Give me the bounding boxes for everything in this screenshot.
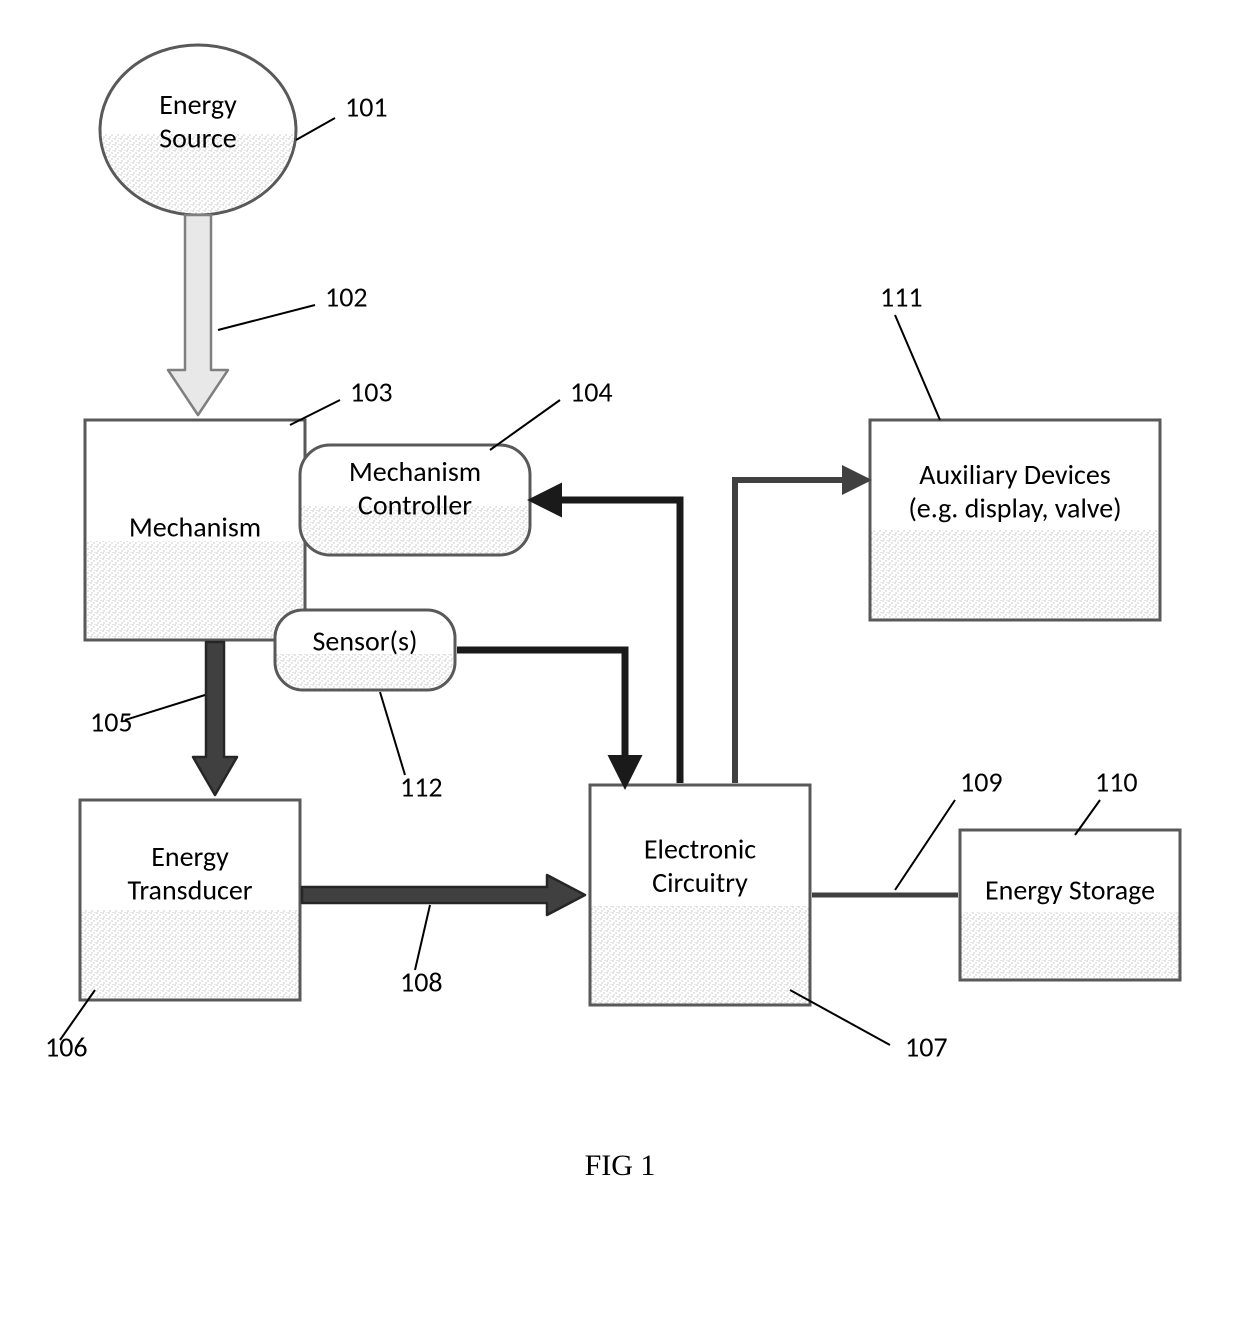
svg-text:110: 110 — [1095, 765, 1138, 800]
node-text: Mechanism — [349, 454, 481, 489]
node-text: Transducer — [127, 872, 252, 907]
ref-label-110: 110 — [1075, 765, 1138, 835]
svg-text:103: 103 — [350, 375, 393, 410]
svg-text:107: 107 — [905, 1030, 948, 1065]
node-mechanismController: MechanismController — [300, 445, 530, 555]
node-text: Electronic — [644, 831, 756, 866]
svg-text:112: 112 — [400, 770, 443, 805]
arrow — [168, 215, 228, 415]
node-text: Controller — [358, 488, 472, 523]
connector — [534, 500, 680, 783]
svg-text:105: 105 — [90, 705, 133, 740]
figure-label: FIG 1 — [585, 1149, 656, 1182]
ref-label-107: 107 — [790, 990, 948, 1065]
svg-text:102: 102 — [325, 280, 368, 315]
ref-label-104: 104 — [490, 375, 613, 450]
svg-text:101: 101 — [345, 90, 388, 125]
node-energyStorage: Energy Storage — [960, 830, 1180, 980]
ref-label-102: 102 — [218, 280, 368, 330]
svg-text:106: 106 — [45, 1030, 88, 1065]
node-text: Source — [159, 120, 236, 155]
svg-text:108: 108 — [400, 965, 443, 1000]
ref-label-112: 112 — [380, 692, 443, 805]
node-auxiliaryDevices: Auxiliary Devices(e.g. display, valve) — [870, 420, 1160, 620]
ref-label-108: 108 — [400, 905, 443, 1000]
node-text: Auxiliary Devices — [919, 457, 1110, 492]
ref-label-111: 111 — [880, 280, 940, 420]
node-text: Mechanism — [129, 510, 261, 545]
node-sensors: Sensor(s) — [275, 610, 455, 690]
svg-text:104: 104 — [570, 375, 613, 410]
node-text: Energy — [151, 839, 229, 874]
connector — [735, 480, 866, 783]
node-text: Sensor(s) — [313, 623, 418, 658]
node-text: Circuitry — [652, 865, 748, 900]
node-text: (e.g. display, valve) — [908, 490, 1121, 525]
node-text: Energy Storage — [985, 873, 1155, 908]
node-text: Energy — [159, 87, 237, 122]
svg-text:109: 109 — [960, 765, 1003, 800]
arrow — [193, 642, 237, 795]
node-mechanism: Mechanism — [85, 420, 305, 640]
ref-label-106: 106 — [45, 990, 95, 1065]
node-energyTransducer: EnergyTransducer — [80, 800, 300, 1000]
connector — [457, 650, 625, 783]
arrow — [302, 875, 585, 915]
ref-label-105: 105 — [90, 695, 205, 740]
ref-label-101: 101 — [296, 90, 388, 140]
node-energySource: EnergySource — [100, 45, 296, 219]
svg-text:111: 111 — [880, 280, 923, 315]
node-electronicCircuitry: ElectronicCircuitry — [590, 785, 810, 1005]
ref-label-103: 103 — [290, 375, 393, 425]
